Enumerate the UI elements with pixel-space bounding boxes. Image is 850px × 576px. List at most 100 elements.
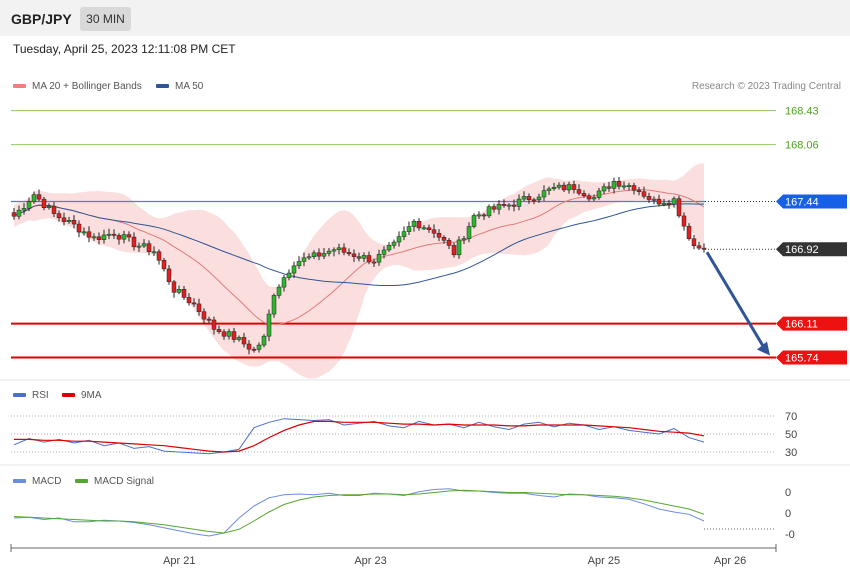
candle-body <box>566 184 572 191</box>
candle-body <box>171 281 177 293</box>
candle-body <box>661 203 667 205</box>
candle-body <box>381 249 387 255</box>
candle-body <box>531 199 537 202</box>
candle-body <box>471 215 477 227</box>
x-tick-label: Apr 26 <box>714 555 746 567</box>
macd-panel: 0 0 -0 <box>13 487 795 541</box>
candle-body <box>666 203 672 205</box>
candle-body <box>181 289 187 298</box>
candle-body <box>646 196 652 200</box>
candle-body <box>26 201 32 209</box>
candle-body <box>671 198 677 205</box>
candle-body <box>251 348 257 351</box>
candle-body <box>396 236 402 243</box>
candle-body <box>371 261 377 264</box>
candle-body <box>481 214 487 217</box>
candle-body <box>136 245 142 248</box>
candle-body <box>16 209 22 217</box>
candle-body <box>696 245 702 249</box>
candle-body <box>166 268 172 283</box>
candle-body <box>516 198 522 207</box>
timeframe-button[interactable]: 30 MIN <box>80 7 131 31</box>
candle-body <box>156 251 162 261</box>
legend-macd-signal: MACD Signal <box>75 476 154 487</box>
resistance-label: 168.06 <box>785 140 819 152</box>
candle-body <box>201 311 207 320</box>
candle-body <box>451 245 457 256</box>
candle-body <box>636 190 642 192</box>
candle-body <box>36 194 42 200</box>
candle-body <box>86 231 92 238</box>
candle-body <box>161 260 167 270</box>
candle-body <box>331 249 337 252</box>
legend-rsi-ma-label: 9MA <box>81 390 102 401</box>
candle-body <box>301 257 307 262</box>
candle-body <box>131 236 137 248</box>
candle-body <box>311 252 317 257</box>
candle-body <box>581 193 587 197</box>
price-panel: 168.43 168.06 167.44 166.92 166.11 165.74 <box>11 106 847 379</box>
candle-body <box>501 204 507 206</box>
resistance-label: 168.43 <box>785 106 819 118</box>
candle-body <box>351 253 357 257</box>
candle-body <box>586 195 592 200</box>
candle-body <box>476 214 482 217</box>
candle-body <box>366 255 372 263</box>
rsi-ma-line <box>14 420 705 453</box>
forecast-arrowhead <box>757 341 770 356</box>
legend-macd-signal-label: MACD Signal <box>94 476 155 487</box>
candle-body <box>411 220 417 227</box>
candle-body <box>651 198 657 201</box>
candle-body <box>391 241 397 246</box>
candle-body <box>296 261 302 267</box>
candle-body <box>266 313 272 337</box>
candle-body <box>221 331 227 337</box>
x-tick-label: Apr 21 <box>163 555 195 567</box>
candle-body <box>601 186 607 192</box>
candle-body <box>541 190 547 198</box>
bollinger-band <box>14 163 704 379</box>
candle-body <box>326 250 332 254</box>
legend-ma50-swatch <box>156 84 169 89</box>
current-price-label: 166.92 <box>785 244 819 256</box>
candle-body <box>496 204 502 210</box>
candle-body <box>576 189 582 194</box>
candle-body <box>436 232 442 238</box>
x-tick-label: Apr 23 <box>354 555 386 567</box>
header-bar: GBP/JPY 30 MIN <box>0 0 850 36</box>
candle-body <box>466 226 472 239</box>
rsi-panel: 70 50 30 <box>11 411 797 459</box>
legend-rsi-ma-swatch <box>62 393 75 398</box>
candle-body <box>216 329 222 332</box>
candle-body <box>146 243 152 253</box>
candle-body <box>241 337 247 345</box>
candle-body <box>41 198 47 208</box>
candle-body <box>456 239 462 256</box>
symbol-title: GBP/JPY <box>11 11 72 27</box>
candle-body <box>261 335 267 346</box>
candle-body <box>686 225 692 239</box>
candle-body <box>681 215 687 227</box>
candle-body <box>446 240 452 246</box>
candle-body <box>31 194 37 203</box>
candle-body <box>246 343 252 350</box>
candle-body <box>356 256 362 259</box>
legend-macd-label: MACD <box>32 476 62 487</box>
forecast-arrow-shaft <box>705 251 766 349</box>
candle-body <box>256 344 262 350</box>
candle-body <box>426 227 432 231</box>
candle-body <box>336 247 342 250</box>
candle-body <box>96 236 102 240</box>
candle-body <box>66 220 72 222</box>
candle-body <box>641 191 647 197</box>
pivot-label: 167.44 <box>785 196 819 208</box>
candle-body <box>281 277 287 288</box>
legend-rsi-label: RSI <box>32 390 49 401</box>
candle-body <box>196 303 202 312</box>
candle-body <box>626 185 632 187</box>
candle-body <box>421 227 427 230</box>
x-tick-label: Apr 25 <box>588 555 620 567</box>
candle-body <box>111 233 117 236</box>
candle-body <box>546 188 552 191</box>
candle-body <box>81 231 87 234</box>
